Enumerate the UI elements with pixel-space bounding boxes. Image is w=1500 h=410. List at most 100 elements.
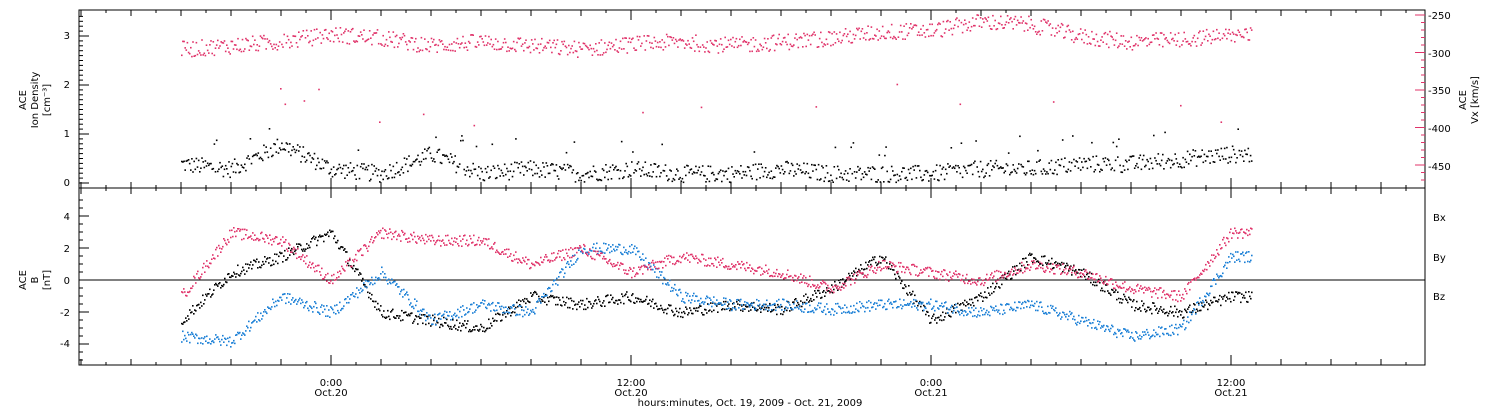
density-point xyxy=(623,176,625,178)
by-point xyxy=(1158,326,1160,328)
bx-point xyxy=(293,253,295,256)
bx-point xyxy=(849,274,851,277)
vx-point xyxy=(416,51,418,53)
by-point xyxy=(424,315,426,317)
bx-point xyxy=(713,309,715,312)
bx-point xyxy=(748,310,750,312)
bx-point xyxy=(1211,302,1213,304)
density-point xyxy=(1050,159,1053,162)
vx-point xyxy=(395,34,398,37)
bx-point xyxy=(889,263,891,265)
by-point xyxy=(1219,275,1221,278)
bz-point xyxy=(326,280,328,282)
bx-point xyxy=(1233,299,1235,301)
vx-point xyxy=(832,43,834,46)
bx-point xyxy=(732,302,734,305)
bx-point xyxy=(354,270,356,273)
by-point xyxy=(494,310,496,312)
density-point xyxy=(310,161,312,164)
density-point xyxy=(813,164,815,166)
by-point xyxy=(261,318,263,320)
bz-point xyxy=(213,257,215,259)
density-point xyxy=(899,178,902,181)
vx-point xyxy=(766,47,768,50)
bx-point xyxy=(1053,267,1055,269)
bx-point xyxy=(879,255,881,258)
by-point xyxy=(749,306,751,308)
by-point xyxy=(1057,315,1059,317)
bx-point xyxy=(992,282,994,285)
vx-point xyxy=(1048,24,1050,27)
density-point xyxy=(884,154,886,157)
bx-point xyxy=(331,230,333,233)
density-point xyxy=(224,164,227,167)
bx-point xyxy=(877,263,879,265)
bx-point xyxy=(1170,305,1172,308)
bx-point xyxy=(763,308,765,311)
by-point xyxy=(426,312,428,314)
bx-point xyxy=(616,299,618,302)
bx-point xyxy=(450,325,452,328)
by-point xyxy=(1215,283,1217,285)
density-point xyxy=(724,170,726,173)
by-point xyxy=(368,280,370,283)
by-point xyxy=(1159,335,1161,338)
density-point xyxy=(863,171,866,173)
bz-point xyxy=(188,291,190,294)
by-point xyxy=(811,310,813,313)
by-point xyxy=(408,298,410,301)
bz-point xyxy=(769,275,771,278)
bz-point xyxy=(607,262,609,265)
density-point xyxy=(827,180,830,183)
bz-point xyxy=(592,257,594,260)
bx-point xyxy=(1238,291,1240,294)
vx-point xyxy=(473,124,476,127)
vx-point xyxy=(717,52,720,54)
vx-point xyxy=(458,46,461,49)
bx-point xyxy=(863,268,865,271)
bz-point xyxy=(821,283,823,285)
by-point xyxy=(901,307,903,310)
bx-point xyxy=(833,288,835,291)
bx-point xyxy=(581,303,583,305)
by-point xyxy=(360,287,362,290)
density-point xyxy=(849,168,851,170)
by-point xyxy=(1163,333,1165,336)
density-point xyxy=(344,177,346,179)
bz-point xyxy=(828,287,830,289)
density-point xyxy=(263,144,265,147)
bz-point xyxy=(196,273,198,275)
bx-point xyxy=(943,319,945,321)
bx-point xyxy=(862,273,864,275)
bz-point xyxy=(291,251,293,253)
by-point xyxy=(294,299,296,302)
by-point xyxy=(1013,308,1015,311)
bz-point xyxy=(449,242,451,244)
by-point xyxy=(1119,329,1121,331)
vx-point xyxy=(922,24,924,27)
bx-point xyxy=(1222,298,1224,300)
density-point xyxy=(353,167,355,169)
bz-point xyxy=(365,245,367,247)
density-point xyxy=(1247,147,1250,150)
bx-point xyxy=(216,284,218,286)
by-point xyxy=(838,305,840,308)
vx-point xyxy=(688,43,690,45)
density-point xyxy=(571,171,573,174)
density-point xyxy=(1220,147,1223,150)
density-point xyxy=(841,176,843,179)
by-point xyxy=(552,283,554,286)
bx-point xyxy=(1083,268,1085,271)
bx-point xyxy=(1231,291,1233,294)
by-point xyxy=(849,312,851,314)
bz-point xyxy=(471,242,473,244)
bx-point xyxy=(358,274,360,276)
vx-point xyxy=(1135,43,1137,45)
bx-point xyxy=(827,290,829,292)
by-point xyxy=(687,292,689,295)
vx-point xyxy=(362,38,364,40)
density-point xyxy=(704,175,706,177)
by-point xyxy=(373,279,375,281)
bz-point xyxy=(272,238,274,240)
bx-point xyxy=(488,318,490,321)
